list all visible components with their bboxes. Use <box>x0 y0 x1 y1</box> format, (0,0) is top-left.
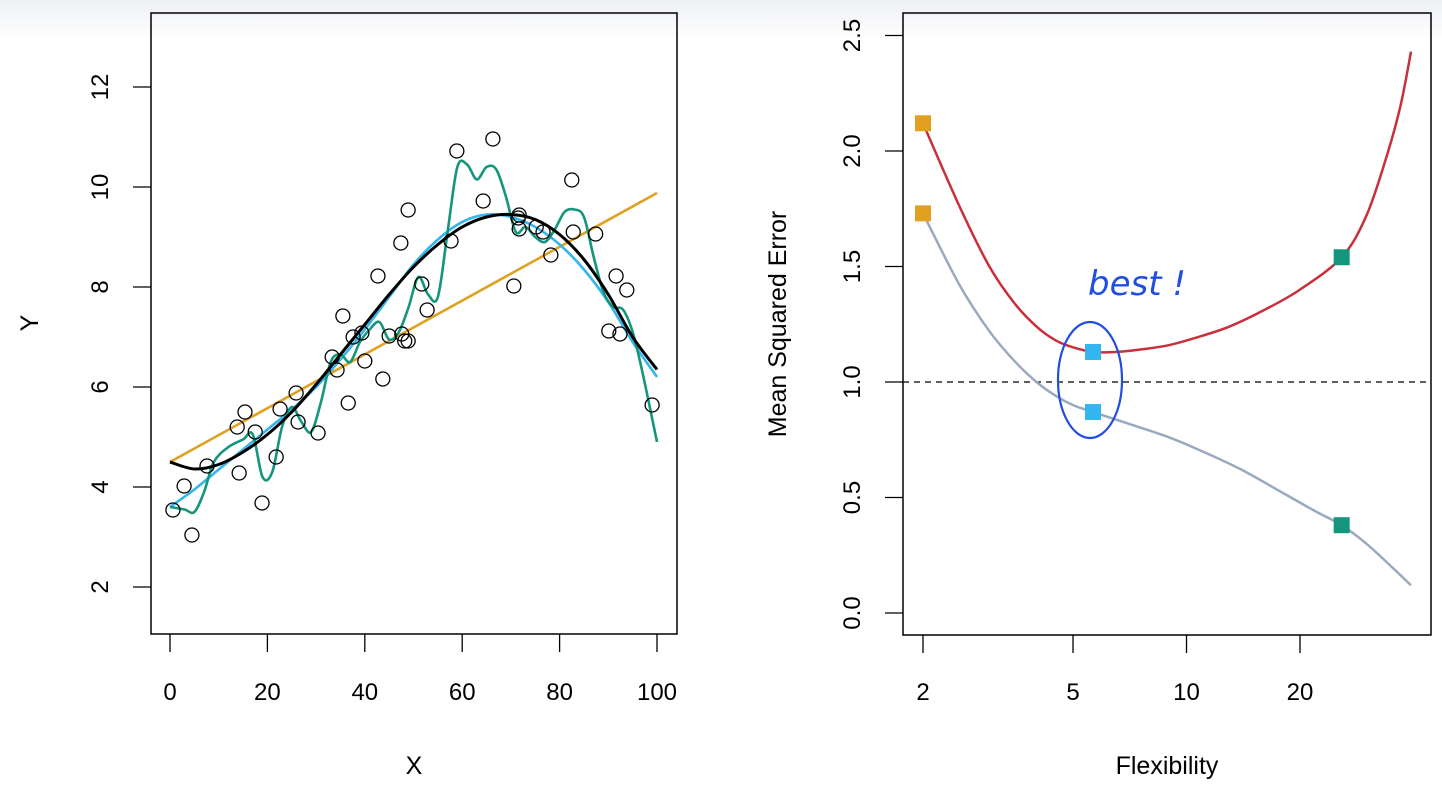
data-point <box>419 302 435 318</box>
right-y-tick-label: 2.0 <box>839 134 866 167</box>
right-y-tick-label: 0.0 <box>839 596 866 629</box>
left-x-tick-label: 60 <box>449 679 476 706</box>
data-point <box>176 478 192 494</box>
data-point <box>231 465 247 481</box>
mse-marker <box>1085 343 1102 360</box>
data-point <box>449 143 465 159</box>
data-point <box>290 414 306 430</box>
test-mse-curve <box>921 51 1413 354</box>
left-plot-frame <box>150 12 678 635</box>
data-point <box>485 131 501 147</box>
data-point <box>272 401 288 417</box>
data-point <box>375 371 391 387</box>
left-x-tick-label: 100 <box>637 679 677 706</box>
data-point <box>329 362 345 378</box>
data-point <box>324 349 340 365</box>
data-point <box>229 419 245 435</box>
data-point <box>370 268 386 284</box>
data-point <box>393 235 409 251</box>
data-point <box>335 308 351 324</box>
left-series-line-linear-regression <box>169 191 658 464</box>
left-y-tick-label: 6 <box>87 380 114 393</box>
data-point <box>608 268 624 284</box>
data-point <box>400 202 416 218</box>
left-x-tick-label: 80 <box>546 679 573 706</box>
left-series-line-smoothing-spline-moderate- <box>169 212 659 509</box>
data-point <box>644 397 660 413</box>
left-x-tick-label: 40 <box>351 679 378 706</box>
best-annotation-text: best ! <box>1088 264 1186 304</box>
mse-marker <box>915 205 931 222</box>
data-point <box>565 224 581 240</box>
data-point <box>254 495 270 511</box>
data-point <box>587 226 604 242</box>
data-point <box>543 247 559 263</box>
data-point <box>340 395 356 411</box>
best-ellipse <box>1056 320 1124 440</box>
data-point <box>601 323 617 339</box>
data-point <box>310 425 326 441</box>
right-y-tick-label: 1.5 <box>839 250 866 283</box>
data-point <box>612 326 628 342</box>
data-point <box>397 333 413 349</box>
left-x-axis-title: X <box>406 752 423 780</box>
data-point <box>357 353 373 369</box>
data-point <box>619 282 635 298</box>
data-point <box>237 404 253 420</box>
data-point <box>268 449 284 465</box>
data-point <box>511 207 527 223</box>
data-point <box>535 224 551 240</box>
right-x-tick-label: 2 <box>916 679 929 706</box>
data-point <box>288 385 304 401</box>
mse-marker <box>1333 249 1350 266</box>
right-x-axis-title: Flexibility <box>1116 752 1219 780</box>
right-y-tick-label: 0.5 <box>839 481 866 514</box>
left-x-tick-label: 0 <box>163 679 176 706</box>
right-x-tick-label: 10 <box>1173 679 1200 706</box>
data-point <box>564 172 580 188</box>
data-point <box>414 276 430 292</box>
left-y-tick-label: 4 <box>87 480 114 493</box>
left-y-tick-label: 8 <box>87 280 114 293</box>
right-x-tick-label: 5 <box>1066 679 1079 706</box>
data-point <box>354 325 370 341</box>
right-y-axis-title: Mean Squared Error <box>764 211 792 438</box>
data-point <box>381 328 397 344</box>
data-point <box>184 527 200 543</box>
data-point <box>199 458 215 474</box>
left-y-tick-label: 2 <box>87 580 114 593</box>
data-point <box>443 233 459 249</box>
right-panel: 2 5 10 20 0.0 0.5 1.0 1.5 2.0 2.5 best ! Flexibi… <box>764 12 1432 780</box>
data-point <box>400 333 416 349</box>
data-point <box>247 424 263 440</box>
data-point <box>475 193 491 209</box>
data-point <box>165 502 181 518</box>
data-point <box>506 278 522 294</box>
right-y-tick-label: 2.5 <box>839 19 866 52</box>
left-x-tick-label: 20 <box>254 679 281 706</box>
left-panel: 0 20 40 60 80 100 2 4 6 8 10 12 X Y <box>16 12 678 780</box>
mse-marker <box>1333 517 1350 534</box>
right-plot-frame <box>902 12 1432 636</box>
left-y-axis-title: Y <box>16 314 44 331</box>
left-y-tick-label: 12 <box>87 74 114 101</box>
right-y-tick-label: 1.0 <box>839 365 866 398</box>
right-x-tick-label: 20 <box>1287 679 1314 706</box>
data-point <box>345 329 361 345</box>
left-series-line-true-function <box>169 212 659 471</box>
mse-marker <box>915 115 931 132</box>
best-annotation: best ! <box>1056 264 1186 440</box>
left-y-tick-label: 10 <box>87 174 114 201</box>
mse-marker <box>1085 404 1102 421</box>
